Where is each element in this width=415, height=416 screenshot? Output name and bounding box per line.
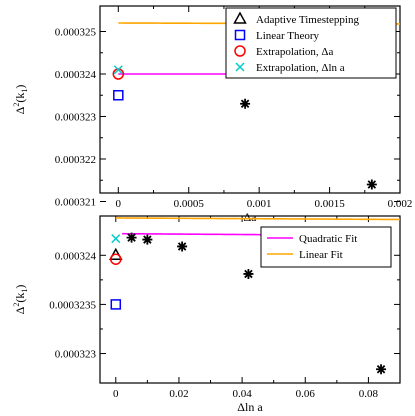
y-label-sup: 2 xyxy=(12,103,21,107)
legend-label: Quadratic Fit xyxy=(299,233,357,245)
x-data-point xyxy=(113,65,123,75)
x-data-point xyxy=(111,234,121,244)
square-data-point xyxy=(110,299,122,310)
y-label-close: ) xyxy=(13,85,27,89)
star-data-point xyxy=(376,364,387,375)
plot-frame xyxy=(99,5,401,194)
y-tick-label: 0.000323 xyxy=(55,349,97,361)
star-data-point xyxy=(243,268,254,279)
legend-label: Extrapolation, Δln a xyxy=(256,62,345,74)
legend-label: Linear Fit xyxy=(299,249,343,261)
y-tick-label: 0.000323 xyxy=(55,112,97,124)
circle-data-point xyxy=(110,253,122,265)
star-data-point xyxy=(240,98,251,109)
x-tick-label: 0.0005 xyxy=(174,198,205,210)
legend-box xyxy=(260,226,392,268)
legend-box xyxy=(225,7,397,79)
y-label-main: Δ xyxy=(13,306,27,314)
legend-x-marker xyxy=(235,62,245,72)
x-axis-label: Δa xyxy=(243,210,257,224)
y-label-sup: 2 xyxy=(12,303,21,307)
x-tick-label: 0.06 xyxy=(296,388,316,400)
y-axis-label: Δ2(k1) xyxy=(12,285,29,315)
x-tick-label: 0.001 xyxy=(247,198,272,210)
y-tick-label: 0.000321 xyxy=(55,197,96,209)
legend-label: Extrapolation, Δa xyxy=(256,46,333,58)
y-label-main: Δ xyxy=(13,106,27,114)
y-label-sub: 1 xyxy=(20,289,29,293)
star-data-point xyxy=(142,234,153,245)
x-tick-label: 0.04 xyxy=(232,388,252,400)
x-tick-label: 0 xyxy=(116,198,122,210)
y-label-tail: (k xyxy=(13,93,27,103)
y-axis-label: Δ2(k1) xyxy=(12,85,29,115)
y-tick-label: 0.000324 xyxy=(55,250,97,262)
plot-frame xyxy=(99,215,401,384)
legend-circle-marker xyxy=(234,45,246,57)
y-label-close: ) xyxy=(13,285,27,289)
star-data-point xyxy=(177,241,188,252)
legend-triangle-marker xyxy=(233,11,247,24)
bottom-panel: 0 0.02 0.04 0.06 0.08 0.000323 0.0003235 0.0003… xyxy=(12,215,401,414)
y-tick-label: 0.000322 xyxy=(55,154,96,166)
x-tick-label: 0.08 xyxy=(359,388,379,400)
y-tick-label: 0.000324 xyxy=(55,69,97,81)
legend-label: Adaptive Timestepping xyxy=(256,14,359,26)
linear-fit-line xyxy=(115,217,400,221)
legend-label: Linear Theory xyxy=(256,30,320,42)
x-tick-label: 0.002 xyxy=(388,198,413,210)
x-tick-label: 0 xyxy=(113,388,119,400)
legend: Adaptive Timestepping Linear Theory Extrap… xyxy=(225,7,397,79)
y-tick-label: 0.0003235 xyxy=(49,299,96,311)
star-data-point xyxy=(366,179,377,190)
star-data-point xyxy=(126,232,137,243)
x-tick-label: 0.02 xyxy=(169,388,188,400)
y-label-tail: (k xyxy=(13,293,27,303)
legend: Quadratic Fit Linear Fit xyxy=(260,226,392,268)
square-data-point xyxy=(113,90,124,101)
x-axis-label: Δln a xyxy=(237,400,263,414)
y-tick-label: 0.000325 xyxy=(55,27,97,39)
x-tick-label: 0.0015 xyxy=(314,198,345,210)
top-panel: 0 0.0005 0.001 0.0015 0.002 0.000321 0.000322 0… xyxy=(12,5,413,224)
y-label-sub: 1 xyxy=(20,89,29,93)
legend-square-marker xyxy=(234,29,246,41)
